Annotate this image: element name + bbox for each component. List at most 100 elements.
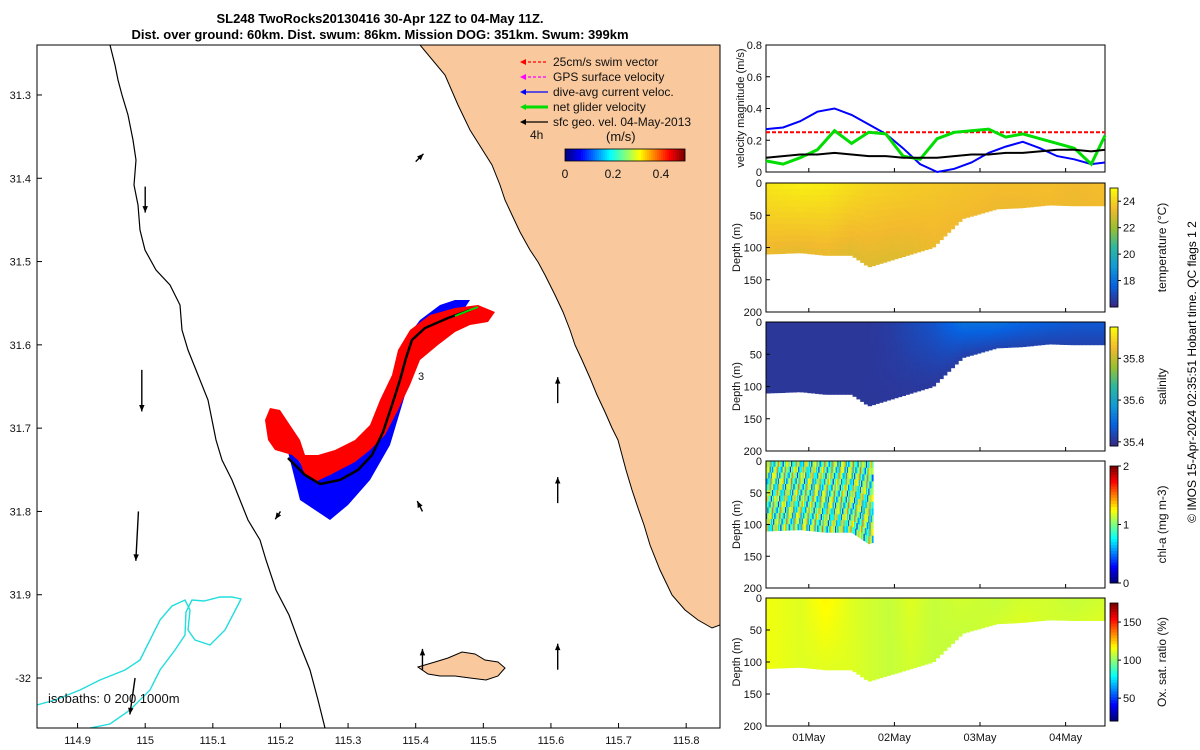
section-cell xyxy=(882,322,888,330)
section-cell xyxy=(1101,611,1106,614)
section-cell xyxy=(905,376,910,383)
section-cell xyxy=(818,478,821,486)
section-cell xyxy=(879,375,884,383)
section-cell xyxy=(1018,598,1023,601)
section-cell xyxy=(867,238,873,247)
section-cell xyxy=(836,520,838,527)
section-cell xyxy=(856,510,859,518)
section-colorbar-cell xyxy=(1110,410,1118,414)
section-cell xyxy=(890,629,895,637)
section-cell xyxy=(973,212,978,216)
section-cell xyxy=(1089,601,1095,605)
section-cell xyxy=(1033,192,1038,196)
section-cell xyxy=(995,202,1001,205)
section-cell xyxy=(812,507,815,514)
section-cell xyxy=(803,368,809,376)
section-cell xyxy=(1037,341,1042,344)
section-cell xyxy=(784,615,790,622)
section-cell xyxy=(799,212,805,219)
section-cell xyxy=(965,191,970,195)
section-cell xyxy=(999,619,1004,622)
section-cell xyxy=(811,230,816,237)
section-cell xyxy=(855,504,857,511)
section-cell xyxy=(777,369,782,376)
section-cell xyxy=(973,621,978,625)
section-cell xyxy=(1093,598,1099,601)
section-cell xyxy=(799,322,805,329)
section-cell xyxy=(842,461,844,468)
section-cell xyxy=(920,205,925,212)
section-cell xyxy=(822,382,827,389)
section-colorbar-cell xyxy=(1110,617,1118,622)
section-cell xyxy=(1003,600,1008,603)
section-cell xyxy=(803,345,809,352)
section-cell xyxy=(924,377,929,384)
section-cell xyxy=(1022,185,1027,188)
section-cell xyxy=(988,328,993,332)
section-cell xyxy=(958,328,963,333)
section-cell xyxy=(838,496,841,504)
section-cell xyxy=(777,603,782,611)
section-cell xyxy=(1029,598,1035,601)
section-cell xyxy=(856,322,861,329)
section-cell xyxy=(1059,322,1065,325)
section-cell xyxy=(882,255,888,263)
section-cell xyxy=(766,248,771,255)
section-cell xyxy=(788,512,791,519)
section-cell xyxy=(890,341,895,349)
section-cell xyxy=(844,502,847,509)
section-cell xyxy=(795,524,798,531)
section-cell xyxy=(781,656,786,663)
section-colorbar-cell xyxy=(1110,437,1118,441)
section-cell xyxy=(879,216,884,224)
section-cell xyxy=(1007,199,1012,203)
section-cell xyxy=(775,461,778,468)
section-cell xyxy=(1063,196,1068,199)
section-cell xyxy=(815,357,820,365)
section-cell xyxy=(867,231,873,240)
section-cell xyxy=(775,518,778,526)
section-cell xyxy=(969,213,974,217)
section-cell xyxy=(920,188,925,195)
section-cell xyxy=(841,364,846,371)
section-cell xyxy=(931,608,937,615)
section-cell xyxy=(848,472,850,480)
section-cell xyxy=(792,598,797,605)
section-cell xyxy=(984,348,989,352)
section-cell xyxy=(799,644,805,651)
section-cell xyxy=(819,466,822,474)
section-colorbar-cell xyxy=(1110,688,1118,692)
section-cell xyxy=(882,235,888,243)
section-cell xyxy=(920,384,925,391)
section-cell xyxy=(875,244,880,252)
section-cell xyxy=(909,639,914,646)
section-cell xyxy=(829,514,831,521)
section-cell xyxy=(784,627,790,634)
section-cell xyxy=(1056,186,1061,190)
section-cell xyxy=(792,241,797,248)
section-cell xyxy=(999,187,1004,190)
section-cell xyxy=(1029,198,1035,202)
section-cell xyxy=(909,183,914,190)
section-cell xyxy=(777,374,782,382)
section-cell xyxy=(988,194,993,198)
section-cell xyxy=(811,461,813,468)
section-cell xyxy=(788,598,793,605)
section-cell xyxy=(890,636,895,643)
section-colorbar-cell xyxy=(1110,620,1118,625)
section-cell xyxy=(1056,194,1061,197)
speed-colorbar-cell xyxy=(681,149,684,161)
section-cell xyxy=(920,654,925,661)
section-cell xyxy=(773,363,778,370)
section-cell xyxy=(1082,198,1087,201)
section-cell xyxy=(827,496,830,504)
section-cell xyxy=(792,484,794,491)
section-cell xyxy=(1086,598,1091,601)
section-cell xyxy=(1071,603,1076,607)
section-cell xyxy=(773,461,775,468)
section-cell xyxy=(837,609,842,617)
section-cell xyxy=(811,524,813,532)
section-cell xyxy=(849,508,851,515)
section-cell xyxy=(886,348,891,356)
section-cell xyxy=(863,611,869,619)
